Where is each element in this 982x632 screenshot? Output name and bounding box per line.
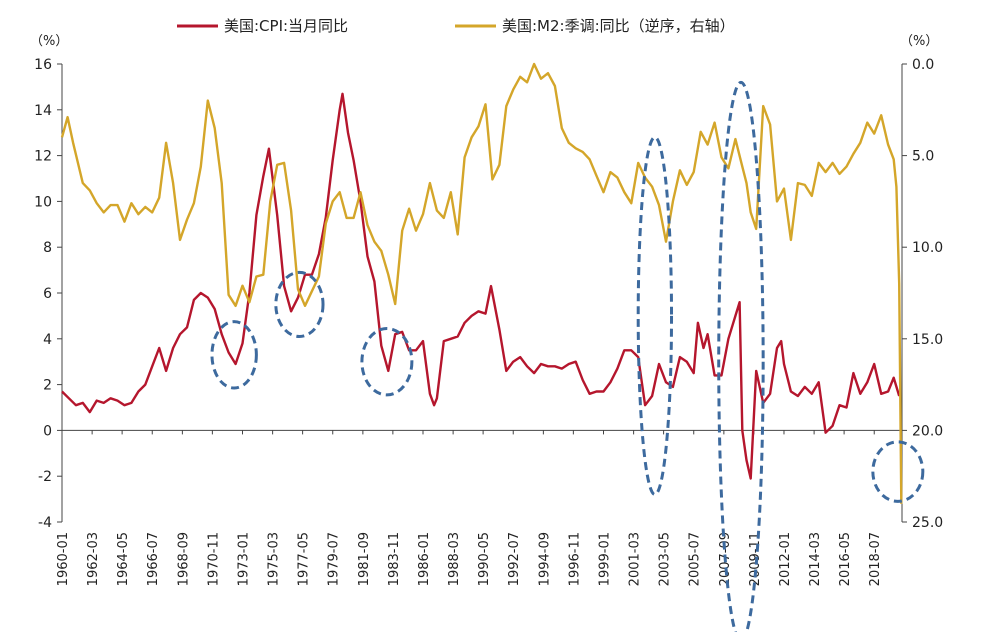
- left-tick-label: -2: [38, 469, 52, 485]
- left-tick-label: 4: [43, 332, 52, 348]
- x-tick-label: 1960-01: [56, 532, 71, 586]
- x-tick-label: 2012-01: [778, 532, 793, 586]
- x-tick-label: 1966-07: [146, 532, 161, 586]
- left-axis-ticks: 16 14 12 10 8 6 4 2 0 -2 -4: [34, 57, 62, 531]
- x-tick-label: 1970-11: [206, 532, 221, 586]
- right-tick-label: 15.0: [912, 332, 943, 348]
- x-tick-label: 1981-09: [357, 532, 372, 586]
- right-tick-label: 25.0: [912, 515, 943, 531]
- m2-series-line: [60, 62, 903, 504]
- x-tick-label: 1992-07: [507, 532, 522, 586]
- x-tick-label: 2018-07: [868, 532, 883, 586]
- left-tick-label: 14: [34, 103, 52, 119]
- x-tick-label: 1990-05: [477, 532, 492, 586]
- x-tick-label: 1994-09: [537, 532, 552, 586]
- x-tick-label: 1962-03: [86, 532, 101, 586]
- right-axis-unit: （%）: [900, 34, 938, 49]
- x-tick-label: 2014-03: [808, 532, 823, 586]
- x-tick-label: 2005-07: [688, 532, 703, 586]
- legend: 美国:CPI:当月同比 美国:M2:季调:同比（逆序，右轴）: [177, 17, 735, 35]
- left-tick-label: 12: [34, 149, 52, 165]
- left-tick-label: -4: [38, 515, 52, 531]
- cpi-series-line: [61, 92, 901, 480]
- x-tick-label: 1999-01: [597, 532, 612, 586]
- x-tick-label: 1986-01: [417, 532, 432, 586]
- x-tick-label: 1975-03: [267, 532, 282, 586]
- left-axis-unit: （%）: [30, 34, 68, 49]
- right-tick-label: 10.0: [912, 240, 943, 256]
- left-tick-label: 8: [43, 240, 52, 256]
- x-tick-label: 1979-07: [327, 532, 342, 586]
- x-tick-label: 2001-03: [628, 532, 643, 586]
- x-tick-label: 2003-05: [658, 532, 673, 586]
- x-tick-label: 1968-09: [176, 532, 191, 586]
- right-tick-label: 5.0: [912, 149, 934, 165]
- annotation-layer: [210, 80, 925, 632]
- dashed-circle-annotation: [871, 440, 925, 503]
- right-tick-label: 20.0: [912, 423, 943, 439]
- dashed-circle-annotation: [210, 320, 258, 390]
- right-tick-label: 0.0: [912, 57, 934, 73]
- legend-label-cpi: 美国:CPI:当月同比: [224, 17, 348, 35]
- right-axis-ticks: 0.0 5.0 10.0 15.0 20.0 25.0: [902, 57, 943, 531]
- left-tick-label: 2: [43, 378, 52, 394]
- left-tick-label: 16: [34, 57, 52, 73]
- x-tick-label: 1964-05: [116, 532, 131, 586]
- x-tick-label: 1983-11: [387, 532, 402, 586]
- x-tick-label: 1977-05: [297, 532, 312, 586]
- x-tick-label: 1988-03: [447, 532, 462, 586]
- series-layer: [60, 62, 903, 504]
- left-tick-label: 6: [43, 286, 52, 302]
- dashed-circle-annotation: [274, 270, 325, 339]
- x-axis-ticks: 1960-01 1962-03 1964-05 1966-07 1968-09 1970-…: [56, 430, 883, 586]
- x-tick-label: 1996-11: [567, 532, 582, 586]
- left-tick-label: 0: [43, 423, 52, 439]
- legend-label-m2: 美国:M2:季调:同比（逆序，右轴）: [502, 17, 735, 35]
- left-tick-label: 10: [34, 194, 52, 210]
- x-tick-label: 2016-05: [838, 532, 853, 586]
- x-tick-label: 1973-01: [236, 532, 251, 586]
- dashed-circle-annotation: [717, 80, 765, 632]
- dashed-circle-annotation: [360, 326, 414, 397]
